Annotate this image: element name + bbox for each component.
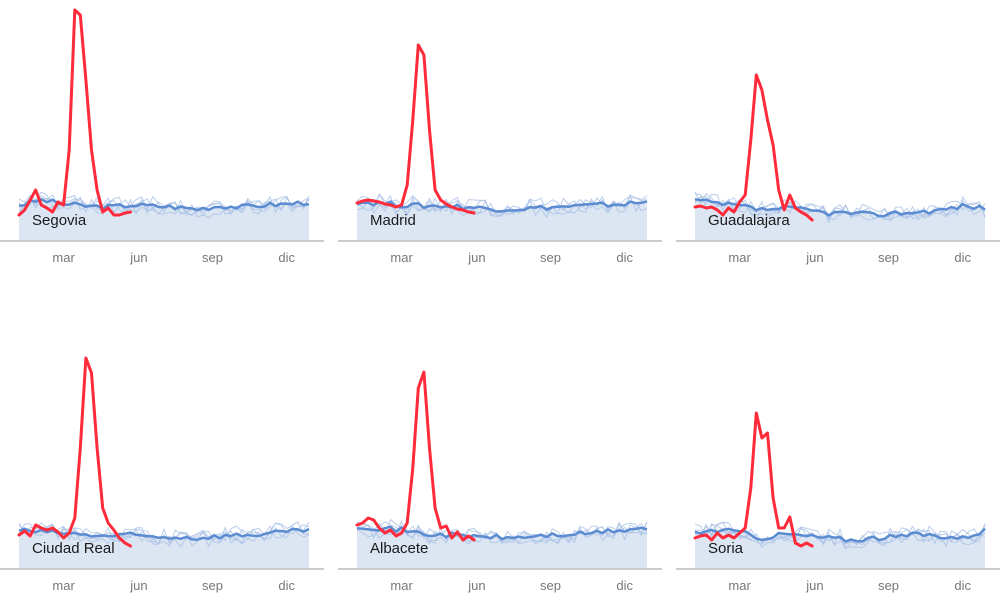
panel-plot xyxy=(338,370,662,570)
panel-plot xyxy=(676,73,1000,242)
baseline-area xyxy=(695,528,985,568)
panel-title: Ciudad Real xyxy=(32,540,115,557)
x-tick-label: sep xyxy=(202,578,223,593)
panel-ciudad-real: Ciudad Real mar jun sep dic xyxy=(0,328,330,603)
x-tick-label: sep xyxy=(540,578,561,593)
x-tick-label: sep xyxy=(878,250,899,265)
x-tick-label: jun xyxy=(806,250,824,265)
x-tick-label: mar xyxy=(728,578,751,593)
current-year-line xyxy=(355,370,476,542)
mean-line xyxy=(356,525,648,541)
current-year-line xyxy=(17,8,132,217)
x-tick-label: jun xyxy=(806,578,824,593)
current-year-line xyxy=(355,43,476,215)
x-tick-label: mar xyxy=(52,250,75,265)
x-tick-label: dic xyxy=(616,250,633,265)
history-line xyxy=(18,195,310,219)
panel-plot xyxy=(676,411,1000,570)
panel-plot xyxy=(0,8,324,242)
panel-title: Segovia xyxy=(32,212,87,229)
panel-albacete: Albacete mar jun sep dic xyxy=(338,328,668,603)
x-tick-label: dic xyxy=(954,250,971,265)
panel-title: Guadalajara xyxy=(708,212,790,229)
mean-line xyxy=(694,197,986,218)
panel-plot xyxy=(0,356,324,570)
current-year-line xyxy=(693,411,814,548)
x-tick-label: mar xyxy=(52,578,75,593)
x-tick-label: jun xyxy=(130,578,148,593)
panel-title: Madrid xyxy=(370,212,416,229)
x-tick-label: jun xyxy=(468,250,486,265)
x-tick-label: jun xyxy=(468,578,486,593)
x-tick-label: dic xyxy=(278,250,295,265)
x-tick-label: mar xyxy=(390,250,413,265)
history-line xyxy=(694,193,986,224)
x-tick-label: dic xyxy=(278,578,295,593)
panel-soria: Soria mar jun sep dic xyxy=(676,328,1000,603)
x-tick-label: sep xyxy=(878,578,899,593)
x-tick-label: dic xyxy=(616,578,633,593)
mean-line xyxy=(356,200,648,213)
panel-plot xyxy=(338,43,662,242)
panel-title: Soria xyxy=(708,540,744,557)
x-tick-label: jun xyxy=(130,250,148,265)
x-tick-label: mar xyxy=(728,250,751,265)
panel-madrid: Madrid mar jun sep dic xyxy=(338,0,668,275)
x-tick-label: mar xyxy=(390,578,413,593)
history-line xyxy=(18,522,310,545)
x-tick-label: sep xyxy=(540,250,561,265)
panel-guadalajara: Guadalajara mar jun sep dic xyxy=(676,0,1000,275)
x-tick-label: sep xyxy=(202,250,223,265)
panel-segovia: Segovia mar jun sep dic xyxy=(0,0,330,275)
current-year-line xyxy=(693,73,814,222)
mean-line xyxy=(18,197,310,212)
panel-title: Albacete xyxy=(370,540,429,557)
x-tick-label: dic xyxy=(954,578,971,593)
history-line xyxy=(356,196,648,217)
baseline-area xyxy=(695,199,985,240)
current-year-line xyxy=(17,356,132,548)
